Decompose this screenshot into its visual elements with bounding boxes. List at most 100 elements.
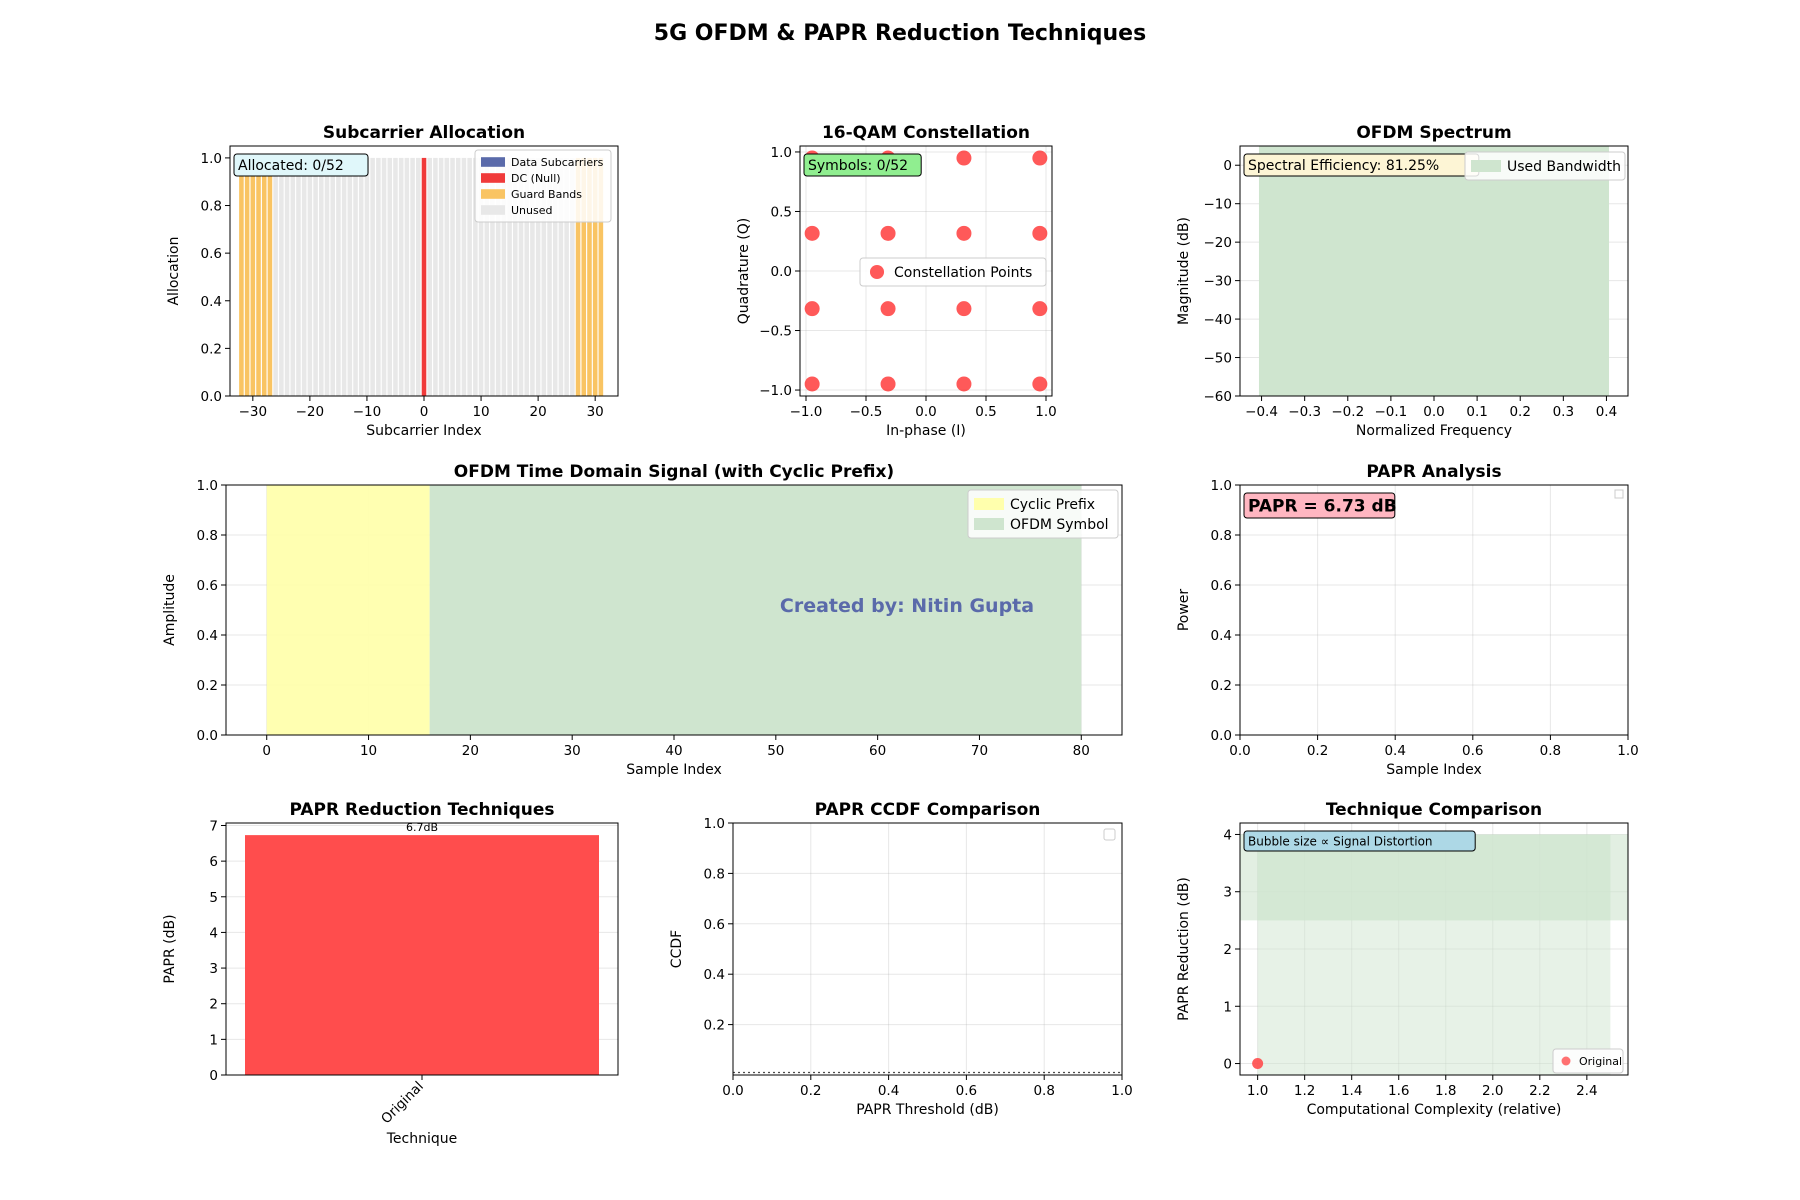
unused-bar <box>376 157 381 396</box>
constellation-point <box>956 301 972 317</box>
y-tick-label: 2 <box>1223 942 1232 958</box>
unused-bar <box>541 157 547 396</box>
y-axis-label: Power <box>1176 589 1192 632</box>
y-tick-label: 0 <box>1223 1057 1232 1073</box>
unused-bar <box>518 157 524 396</box>
legend-swatch-guard <box>481 189 505 199</box>
y-axis-label: Allocation <box>166 236 182 305</box>
unused-bar <box>438 157 444 396</box>
y-tick-label: 0.0 <box>1211 728 1232 744</box>
x-tick-label: 1.0 <box>1035 404 1056 420</box>
panel-constellation: −1.0 −0.5 0.0 0.5 1.0 −1.0 −0.5 0.0 0.5 1.0 Symbol… <box>736 123 1057 439</box>
legend-swatch-data <box>481 157 505 167</box>
x-tick-label: 0.8 <box>1033 1083 1054 1099</box>
x-tick-label: 0 <box>262 743 271 759</box>
unused-bar <box>478 157 484 396</box>
unused-bar <box>547 157 552 396</box>
x-tick-label: 0.4 <box>1384 743 1405 759</box>
legend-label-used-bandwidth: Used Bandwidth <box>1507 159 1621 175</box>
y-tick-label: 0.5 <box>771 204 792 220</box>
ticks-subcarrier: −30 −20 −10 0 10 20 30 0.0 0.2 0.4 0.6 0.8 1.0 <box>201 151 604 420</box>
guard-bar <box>587 157 592 396</box>
x-tick-label: 2.4 <box>1576 1083 1597 1099</box>
badge-box <box>1243 830 1476 852</box>
y-tick-label: −0.5 <box>759 324 792 340</box>
unused-bar <box>490 157 495 396</box>
y-tick-label: 0 <box>1223 158 1232 174</box>
used-bandwidth-band <box>1258 146 1610 396</box>
point-original <box>1252 1058 1264 1070</box>
ticks-technique_comparison: 1.0 1.2 1.4 1.6 1.8 2.0 2.2 2.4 0 1 2 3 4 <box>1223 827 1597 1099</box>
unused-bar <box>307 157 313 396</box>
legend-box <box>1464 151 1626 181</box>
x-tick-label: 2.0 <box>1482 1083 1503 1099</box>
x-axis-label: Computational Complexity (relative) <box>1307 1102 1562 1118</box>
x-tick-label: Original <box>378 1079 427 1128</box>
x-tick-label: 50 <box>767 743 784 759</box>
x-tick-label: −1.0 <box>790 404 823 420</box>
y-tick-label: 1 <box>209 1032 218 1048</box>
x-tick-label: 20 <box>530 404 547 420</box>
unused-bar <box>353 157 358 396</box>
badge-text: Spectral Efficiency: 81.25% <box>1248 158 1439 174</box>
unused-bar <box>524 157 529 396</box>
x-tick-label: 0.2 <box>800 1083 821 1099</box>
constellation-point <box>880 301 896 317</box>
guard-bar <box>239 157 244 396</box>
y-tick-label: 0.6 <box>197 578 218 594</box>
chart-title: PAPR Analysis <box>1366 462 1501 482</box>
x-tick-label: 1.4 <box>1341 1083 1362 1099</box>
badge-text: Allocated: 0/52 <box>238 158 344 174</box>
constellation-point <box>804 376 820 392</box>
axes-frame <box>225 484 1123 736</box>
x-tick-label: 1.6 <box>1388 1083 1409 1099</box>
y-tick-label: 4 <box>209 925 218 941</box>
empty-legend-box <box>1614 489 1624 499</box>
x-tick-label: 70 <box>971 743 988 759</box>
axes-frame <box>799 145 1053 397</box>
x-tick-label: 0.6 <box>956 1083 977 1099</box>
x-tick-label: 1.0 <box>1617 743 1638 759</box>
unused-bar <box>341 157 347 396</box>
unused-bar <box>370 157 375 396</box>
unused-bar <box>319 157 324 396</box>
x-axis-label: Technique <box>386 1131 458 1147</box>
constellation-point <box>880 225 896 241</box>
chart-title: PAPR Reduction Techniques <box>289 800 554 820</box>
y-tick-label: 1.0 <box>704 816 725 832</box>
axes-frame <box>1239 145 1629 397</box>
unused-bar <box>570 157 575 396</box>
ticks-ccdf: 0.0 0.2 0.4 0.6 0.8 1.0 0.2 0.4 0.6 0.8 1.0 <box>704 816 1133 1099</box>
ticks-papr_analysis: 0.0 0.2 0.4 0.6 0.8 1.0 0.0 0.2 0.4 0.6 0.8 1.0 <box>1211 478 1639 759</box>
constellation-point <box>956 150 972 166</box>
x-tick-label: 2.2 <box>1529 1083 1550 1099</box>
y-tick-label: 1.0 <box>201 151 222 167</box>
x-axis-label: Normalized Frequency <box>1356 423 1512 439</box>
y-axis-label: PAPR Reduction (dB) <box>1176 877 1192 1021</box>
unused-bar <box>330 157 335 396</box>
overlay-ccdf <box>1103 828 1116 841</box>
unused-bar <box>324 157 330 396</box>
guard-bar <box>244 157 250 396</box>
unused-bar <box>313 157 318 396</box>
legend-swatch-cyclic-prefix <box>974 498 1004 510</box>
x-axis-label: Sample Index <box>1386 762 1481 778</box>
x-tick-label: 0.3 <box>1553 404 1574 420</box>
legend-marker-constellation <box>869 264 885 280</box>
unused-bar <box>507 157 512 396</box>
ticks-constellation: −1.0 −0.5 0.0 0.5 1.0 −1.0 −0.5 0.0 0.5 1.0 <box>759 145 1057 420</box>
constellation-point <box>804 301 820 317</box>
x-tick-label: 80 <box>1073 743 1090 759</box>
y-tick-label: 0.8 <box>197 528 218 544</box>
unused-bar <box>381 157 387 396</box>
legend-label-ofdm-symbol: OFDM Symbol <box>1010 517 1109 533</box>
unused-bar <box>433 157 438 396</box>
legend-label-constellation: Constellation Points <box>894 265 1032 281</box>
y-tick-label: 0.4 <box>1211 628 1232 644</box>
y-tick-label: 0.8 <box>704 866 725 882</box>
y-tick-label: −60 <box>1204 389 1233 405</box>
legend-swatch-used-bandwidth <box>1471 160 1501 172</box>
legend-box <box>1552 1048 1624 1074</box>
unused-bar <box>450 157 455 396</box>
